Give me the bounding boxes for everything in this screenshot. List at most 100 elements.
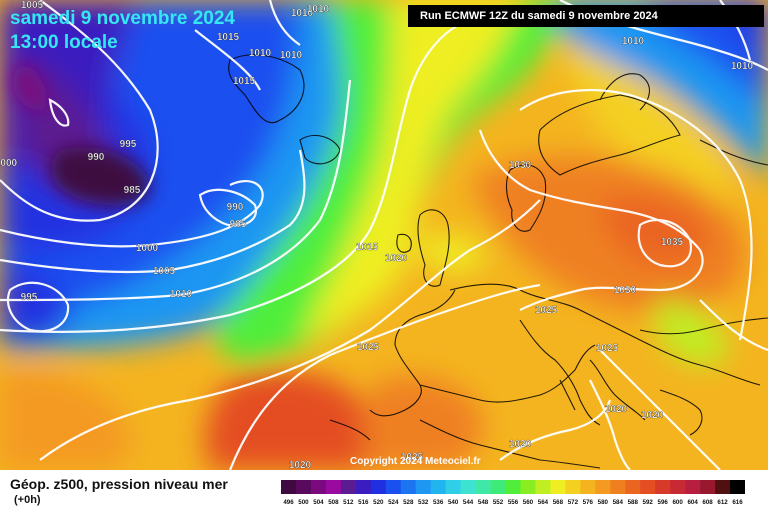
scale-swatch <box>430 480 446 494</box>
scale-swatch <box>625 480 641 494</box>
scale-swatch <box>670 480 686 494</box>
scale-tick-label: 604 <box>687 499 698 506</box>
scale-swatch <box>685 480 701 494</box>
scale-swatch <box>475 480 491 494</box>
scale-tick-label: 580 <box>598 499 609 506</box>
isobar-label: 1010 <box>731 61 754 72</box>
isobar-label: 1030 <box>614 285 637 296</box>
scale-tick-label: 496 <box>283 499 294 506</box>
scale-swatch <box>715 480 731 494</box>
scale-swatch <box>325 480 342 494</box>
scale-tick-label: 500 <box>298 499 309 506</box>
scale-swatch <box>415 480 431 494</box>
scale-swatch <box>460 480 476 494</box>
scale-tick-label: 596 <box>658 499 669 506</box>
isobar-label: 1020 <box>509 439 532 450</box>
isobar-label: 1010 <box>307 4 330 15</box>
scale-swatch <box>281 480 297 494</box>
scale-swatch <box>580 480 596 494</box>
isobar-label: 1025 <box>535 305 558 316</box>
scale-tick-label: 564 <box>538 499 549 506</box>
legend-subtitle: (+0h) <box>14 494 41 506</box>
scale-tick-label: 520 <box>373 499 384 506</box>
scale-tick-label: 572 <box>568 499 579 506</box>
isobar-label: 1010 <box>622 36 645 47</box>
isobar-label: 1025 <box>596 343 619 354</box>
scale-swatch <box>700 480 716 494</box>
scale-tick-label: 556 <box>508 499 519 506</box>
run-info: Run ECMWF 12Z du samedi 9 novembre 2024 <box>408 5 764 27</box>
scale-tick-label: 508 <box>328 499 339 506</box>
scale-tick-label: 548 <box>478 499 489 506</box>
scale-swatch <box>595 480 611 494</box>
isobar-label: 1020 <box>289 460 312 470</box>
scale-tick-label: 524 <box>388 499 399 506</box>
scale-swatch <box>490 480 506 494</box>
legend-bar: Géop. z500, pression niveau mer (+0h) 49… <box>0 470 768 512</box>
isobar-label: 1020 <box>605 404 628 415</box>
scale-swatch <box>505 480 521 494</box>
isobar-label: 1025 <box>401 452 424 463</box>
scale-swatch <box>535 480 551 494</box>
scale-swatch <box>640 480 656 494</box>
isobar-label: 1030 <box>509 160 532 171</box>
scale-swatch <box>370 480 387 494</box>
scale-tick-label: 552 <box>493 499 504 506</box>
scale-tick-label: 528 <box>403 499 414 506</box>
isobar-label: 1005 <box>21 0 44 11</box>
scale-tick-label: 512 <box>343 499 354 506</box>
scale-tick-label: 536 <box>433 499 444 506</box>
scale-swatch <box>385 480 402 494</box>
isobar-label: 990 <box>88 152 105 163</box>
isobar-label: 1035 <box>661 237 684 248</box>
isobar-label: 1010 <box>249 48 272 59</box>
scale-swatch <box>610 480 626 494</box>
isobar-label: 1000 <box>0 158 18 169</box>
scale-tick-label: 560 <box>523 499 534 506</box>
isobar-label: 985 <box>124 185 141 196</box>
isobar-label: 1010 <box>170 289 193 300</box>
isobar-label: 1015 <box>356 242 379 253</box>
legend-title: Géop. z500, pression niveau mer <box>10 476 228 492</box>
scale-swatch <box>520 480 536 494</box>
scale-tick-label: 568 <box>553 499 564 506</box>
scale-swatch <box>400 480 417 494</box>
scale-tick-label: 504 <box>313 499 324 506</box>
isobar-label: 1005 <box>153 266 176 277</box>
scale-tick-label: 588 <box>628 499 639 506</box>
scale-swatch <box>340 480 357 494</box>
isobar-label: 1000 <box>136 243 159 254</box>
copyright: Copyright 2024 Meteociel.fr <box>350 456 481 467</box>
isobar-label: 1025 <box>357 342 380 353</box>
scale-tick-label: 540 <box>448 499 459 506</box>
scale-tick-label: 592 <box>643 499 654 506</box>
scale-swatch <box>730 480 745 494</box>
isobar-label: 1015 <box>217 32 240 43</box>
isobar-label: 995 <box>21 292 38 303</box>
scale-tick-label: 544 <box>463 499 474 506</box>
scale-tick-label: 608 <box>702 499 713 506</box>
scale-swatch <box>310 480 327 494</box>
scale-tick-label: 600 <box>672 499 683 506</box>
isobar-label: 995 <box>120 139 137 150</box>
scale-swatch <box>550 480 566 494</box>
geopotential-field <box>0 0 768 470</box>
isobar-label: 1020 <box>641 410 664 421</box>
date-title: samedi 9 novembre 2024 <box>10 8 235 29</box>
isobar-label: 1010 <box>291 8 314 19</box>
scale-swatch <box>445 480 461 494</box>
scale-tick-label: 576 <box>583 499 594 506</box>
scale-swatch <box>295 480 312 494</box>
scale-swatch <box>355 480 372 494</box>
scale-tick-label: 516 <box>358 499 369 506</box>
scale-swatch <box>655 480 671 494</box>
scale-swatch <box>565 480 581 494</box>
isobar-label: 985 <box>230 219 247 230</box>
isobar-label: 1010 <box>280 50 303 61</box>
color-scale: 496 500 504 508 512 516 520 524 528 532 536 540 544 5… <box>281 480 745 506</box>
isobar-label: 1020 <box>385 253 408 264</box>
scale-tick-label: 532 <box>418 499 429 506</box>
